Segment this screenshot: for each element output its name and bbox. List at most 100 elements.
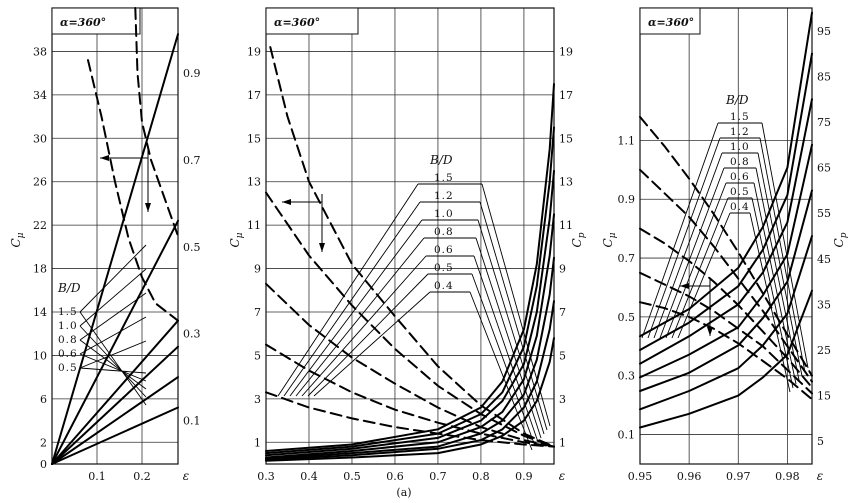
legend-guide-line	[475, 237, 542, 439]
x-axis-label: ε	[817, 469, 823, 483]
legend-guide-line	[307, 273, 429, 397]
y-tick-label-left: 3	[254, 393, 261, 406]
legend-guide-line	[473, 255, 539, 443]
y-tick-label-left: 0.7	[618, 252, 636, 265]
series-line-dashed-1	[87, 59, 179, 322]
y-tick-label-right: 0.9	[183, 67, 201, 80]
legend-guide-line	[677, 212, 731, 339]
series-line-solid-6	[639, 52, 813, 351]
y-tick-label-right: 0.5	[183, 241, 201, 254]
y-axis-label-right: Cp	[832, 232, 849, 247]
y-tick-label-right: 15	[817, 390, 831, 403]
legend-entry: 0.6	[730, 171, 750, 183]
x-tick-label: 0.98	[775, 470, 800, 483]
y-tick-label-right: 9	[559, 263, 566, 276]
legend-guide-line	[79, 316, 147, 355]
legend-title: B/D	[57, 281, 81, 295]
x-tick-label: 0.9	[515, 470, 533, 483]
y-tick-label-left: 18	[33, 263, 47, 276]
y-tick-label-right: 85	[817, 70, 831, 83]
y-tick-label-left: 15	[247, 132, 261, 145]
series-line-dashed-4	[265, 391, 555, 448]
legend: B/D 1.5 1.2 1.0 0.8 0.6 0.5 0.4	[277, 153, 551, 451]
series-line-solid-5	[51, 345, 179, 465]
x-tick-label: 0.96	[677, 470, 702, 483]
series-line-solid-8	[265, 213, 555, 459]
y-tick-label-right: 17	[559, 89, 573, 102]
x-tick-label: 0.5	[343, 470, 361, 483]
y-tick-label-left: 9	[254, 263, 261, 276]
y-tick-label-left: 0.3	[618, 370, 636, 383]
legend-guide-line	[471, 273, 536, 447]
y-tick-label-right: 19	[559, 45, 573, 58]
series-line-dashed-3	[639, 271, 813, 395]
y-tick-label-left: 14	[33, 306, 47, 319]
legend-guide-line	[79, 367, 147, 374]
x-tick-label: 0.1	[88, 470, 106, 483]
y-axis-label-left: Cμ	[9, 232, 26, 247]
series-line-solid-6	[265, 126, 555, 455]
series-line-solid-7	[51, 406, 179, 465]
legend-entry: 0.6	[58, 348, 78, 360]
x-tick-label: 0.2	[133, 470, 151, 483]
series-line-solid-2	[51, 33, 179, 465]
x-tick-label: 0.95	[628, 470, 653, 483]
legend-guide-line	[481, 183, 551, 427]
series-line-solid-10	[265, 300, 555, 461]
legend-entry: 1.5	[58, 306, 78, 318]
legend-guide-line	[749, 212, 791, 393]
series-line-dashed-1	[265, 191, 555, 448]
y-tick-label-right: 45	[817, 253, 831, 266]
legend-entry: 0.5	[434, 262, 454, 274]
legend-guide-line	[277, 183, 419, 397]
series-line-dashed-2	[639, 227, 813, 389]
legend-guide-line	[759, 137, 806, 373]
legend-entry: 1.5	[730, 111, 750, 123]
legend-guide-line	[761, 122, 809, 369]
legend-guide-line	[79, 340, 147, 369]
y-tick-label-right: 65	[817, 162, 831, 175]
y-tick-label-right: 15	[559, 132, 573, 145]
y-axis-label-left: Cμ	[601, 232, 618, 247]
y-tick-label-left: 2	[40, 436, 47, 449]
legend-guide-line	[653, 152, 723, 339]
y-tick-label-left: 10	[33, 349, 47, 362]
y-tick-label-left: 1.1	[618, 134, 636, 147]
legend-entry: 1.0	[58, 320, 78, 332]
y-tick-label-left: 22	[33, 219, 47, 232]
legend-entry: 0.4	[730, 201, 750, 213]
legend-guide-line	[647, 137, 721, 339]
axis-arrow-head	[319, 243, 325, 252]
legend-guide-line	[289, 219, 423, 397]
axis-arrow-head	[282, 199, 291, 205]
legend-guide-line	[469, 291, 533, 451]
series-line-solid-9	[639, 189, 813, 392]
panel-right: 0.95 0.96 0.97 0.98 ε 0.1 0.3 0.5 0.7 0.9 1.1 5 15 25…	[601, 7, 849, 483]
plot-frame	[265, 7, 555, 465]
legend-guide-line	[79, 325, 147, 398]
y-axis-label-left: Cμ	[228, 232, 245, 247]
y-tick-label-right: 0.1	[183, 415, 201, 428]
legend-guide-line	[477, 219, 545, 435]
series-line-solid-5	[265, 83, 555, 452]
series-line-solid-11	[265, 337, 555, 462]
y-tick-label-right: 95	[817, 25, 831, 38]
y-tick-label-left: 11	[247, 219, 261, 232]
y-tick-label-right: 35	[817, 298, 831, 311]
legend-guide-line	[641, 122, 719, 339]
legend-guide-line	[79, 353, 147, 382]
legend-entry: 1.5	[434, 172, 454, 184]
y-tick-label-right: 3	[559, 393, 566, 406]
y-tick-label-left: 0.1	[618, 429, 636, 442]
x-axis-label: ε	[559, 469, 565, 483]
axis-arrow-head	[680, 283, 689, 289]
y-tick-label-left: 26	[33, 176, 47, 189]
x-tick-label: 0.3	[257, 470, 275, 483]
legend-guide-line	[79, 244, 147, 313]
x-tick-label: 0.4	[300, 470, 318, 483]
legend-entry: 0.8	[58, 334, 78, 346]
y-tick-label-left: 6	[40, 393, 47, 406]
y-tick-label-left: 5	[254, 349, 261, 362]
plot-frame	[639, 7, 813, 465]
